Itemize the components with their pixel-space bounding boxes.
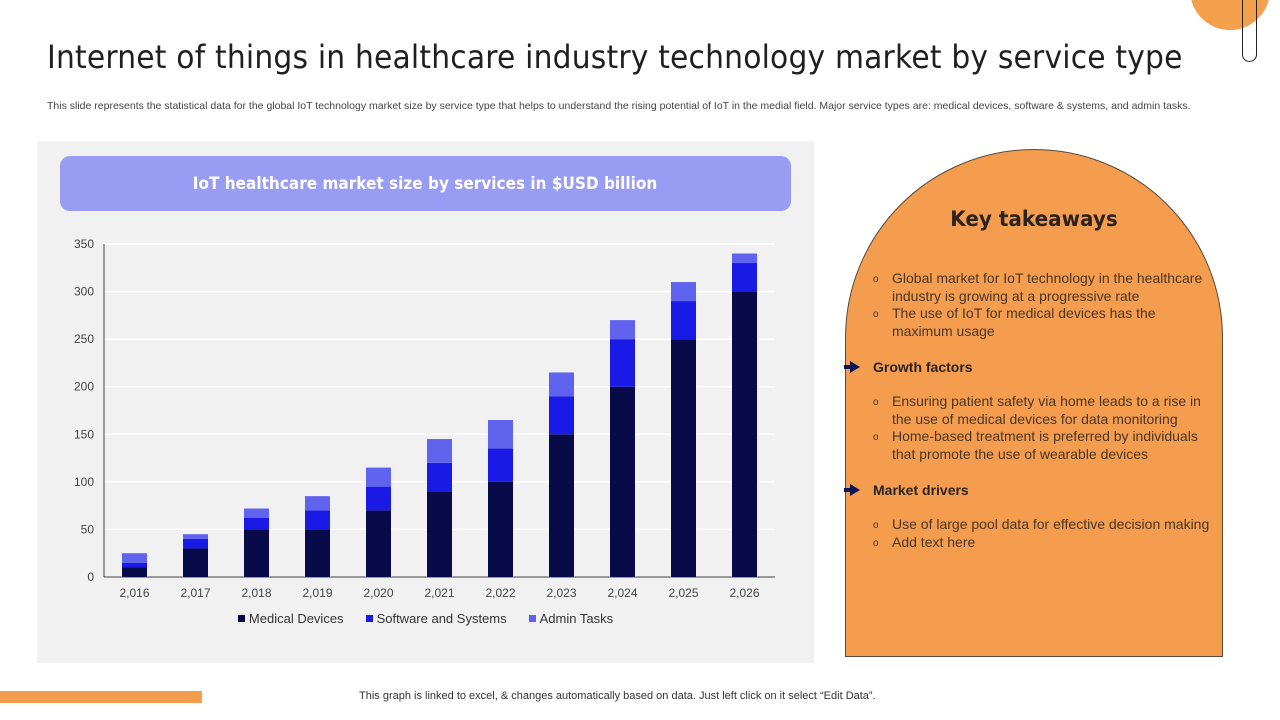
bar-segment-software-and-systems[interactable] bbox=[610, 339, 635, 387]
circle-bullet-icon: o bbox=[873, 274, 879, 285]
bar-segment-software-and-systems[interactable] bbox=[671, 301, 696, 340]
x-tick-label: 2,020 bbox=[363, 586, 393, 600]
bar-segment-admin-tasks[interactable] bbox=[244, 508, 269, 519]
section-heading-growth-factors: Growth factors bbox=[844, 359, 1222, 376]
arrow-right-icon bbox=[844, 361, 860, 373]
bar-segment-software-and-systems[interactable] bbox=[427, 462, 452, 492]
circle-bullet-icon: o bbox=[873, 432, 879, 443]
bar-segment-medical-devices[interactable] bbox=[244, 529, 269, 577]
bar-segment-software-and-systems[interactable] bbox=[488, 448, 513, 482]
legend-swatch-admin-tasks bbox=[528, 615, 536, 622]
x-tick-label: 2,026 bbox=[729, 586, 759, 600]
x-tick-label: 2,023 bbox=[546, 586, 576, 600]
bar-segment-medical-devices[interactable] bbox=[610, 386, 635, 577]
page-subtitle: This slide represents the statistical da… bbox=[47, 100, 1191, 112]
bar-segment-admin-tasks[interactable] bbox=[305, 496, 330, 511]
footer-note: This graph is linked to excel, & changes… bbox=[359, 690, 876, 702]
bar-segment-software-and-systems[interactable] bbox=[244, 518, 269, 530]
decorative-orange-circle bbox=[1190, 0, 1270, 30]
bar-segment-admin-tasks[interactable] bbox=[366, 467, 391, 487]
takeaway-bullet: o Home-based treatment is preferred by i… bbox=[873, 428, 1198, 462]
bar-segment-medical-devices[interactable] bbox=[732, 291, 757, 577]
bar-segment-medical-devices[interactable] bbox=[488, 481, 513, 577]
decorative-pill-outline bbox=[1242, 0, 1257, 62]
bar-segment-medical-devices[interactable] bbox=[671, 339, 696, 577]
y-tick-label: 100 bbox=[74, 475, 94, 489]
section-heading-market-drivers: Market drivers bbox=[844, 482, 1222, 499]
legend-swatch-medical-devices bbox=[237, 615, 245, 622]
arrow-right-icon bbox=[844, 484, 860, 496]
bar-segment-admin-tasks[interactable] bbox=[549, 372, 574, 397]
footer-accent-bar bbox=[0, 691, 202, 703]
bar-segment-medical-devices[interactable] bbox=[427, 491, 452, 577]
bar-segment-software-and-systems[interactable] bbox=[549, 396, 574, 435]
legend-label: Admin Tasks bbox=[539, 611, 614, 626]
takeaways-list: o Global market for IoT technology in th… bbox=[844, 270, 1222, 552]
y-tick-label: 300 bbox=[74, 285, 94, 299]
bar-segment-admin-tasks[interactable] bbox=[488, 420, 513, 449]
x-tick-label: 2,018 bbox=[241, 586, 271, 600]
y-tick-label: 350 bbox=[74, 237, 94, 251]
bar-segment-medical-devices[interactable] bbox=[122, 567, 147, 577]
legend-item-medical-devices: Medical Devices bbox=[237, 611, 344, 626]
legend-swatch-software-systems bbox=[365, 615, 373, 622]
bar-segment-medical-devices[interactable] bbox=[549, 434, 574, 577]
key-takeaways-panel: Key takeaways o Global market for IoT te… bbox=[844, 149, 1223, 657]
circle-bullet-icon: o bbox=[873, 537, 879, 549]
legend-item-admin-tasks: Admin Tasks bbox=[528, 611, 614, 626]
bar-segment-admin-tasks[interactable] bbox=[122, 553, 147, 563]
bar-segment-software-and-systems[interactable] bbox=[732, 263, 757, 292]
x-tick-label: 2,017 bbox=[180, 586, 210, 600]
chart-header: IoT healthcare market size by services i… bbox=[60, 156, 791, 211]
legend-item-software-systems: Software and Systems bbox=[365, 611, 507, 626]
circle-bullet-icon: o bbox=[873, 520, 879, 531]
circle-bullet-icon: o bbox=[873, 397, 879, 408]
circle-bullet-icon: o bbox=[873, 309, 879, 320]
y-tick-label: 150 bbox=[74, 427, 94, 441]
takeaway-bullet: o Use of large pool data for effective d… bbox=[846, 516, 1222, 534]
x-tick-label: 2,019 bbox=[302, 586, 332, 600]
bar-segment-admin-tasks[interactable] bbox=[427, 439, 452, 463]
takeaway-bullet: o The use of IoT for medical devices has… bbox=[873, 305, 1156, 339]
chart-header-label: IoT healthcare market size by services i… bbox=[193, 173, 658, 194]
x-tick-label: 2,021 bbox=[424, 586, 454, 600]
x-tick-label: 2,025 bbox=[668, 586, 698, 600]
takeaway-bullet: o Ensuring patient safety via home leads… bbox=[873, 393, 1201, 427]
chart-panel[interactable]: IoT healthcare market size by services i… bbox=[37, 141, 814, 663]
takeaways-title: Key takeaways bbox=[950, 207, 1118, 231]
bar-segment-admin-tasks[interactable] bbox=[610, 320, 635, 340]
y-tick-label: 50 bbox=[81, 522, 95, 536]
x-tick-label: 2,022 bbox=[485, 586, 515, 600]
stacked-bar-chart[interactable]: 0 50 100 150 200 250 300 350 2,016 2,017 2,018 2,01… bbox=[37, 141, 814, 611]
bar-segment-admin-tasks[interactable] bbox=[732, 253, 757, 264]
bar-segment-admin-tasks[interactable] bbox=[183, 534, 208, 539]
bar-segment-medical-devices[interactable] bbox=[183, 548, 208, 577]
bar-segment-software-and-systems[interactable] bbox=[366, 486, 391, 511]
y-tick-label: 200 bbox=[74, 380, 94, 394]
takeaway-bullet: o Global market for IoT technology in th… bbox=[873, 270, 1203, 304]
y-tick-label: 0 bbox=[87, 570, 94, 584]
chart-legend: Medical Devices Software and Systems Adm… bbox=[37, 611, 814, 626]
x-tick-label: 2,024 bbox=[607, 586, 637, 600]
x-tick-label: 2,016 bbox=[119, 586, 149, 600]
y-tick-label: 250 bbox=[74, 332, 94, 346]
bar-segment-admin-tasks[interactable] bbox=[671, 282, 696, 302]
bar-segment-software-and-systems[interactable] bbox=[122, 562, 147, 568]
bar-segment-medical-devices[interactable] bbox=[305, 529, 330, 577]
bar-segment-medical-devices[interactable] bbox=[366, 510, 391, 577]
bar-segment-software-and-systems[interactable] bbox=[183, 538, 208, 549]
bar-segment-software-and-systems[interactable] bbox=[305, 510, 330, 530]
legend-label: Medical Devices bbox=[248, 611, 344, 626]
takeaway-bullet: o Add text here bbox=[846, 534, 1222, 552]
legend-label: Software and Systems bbox=[376, 611, 507, 626]
page-title: Internet of things in healthcare industr… bbox=[47, 38, 1183, 76]
